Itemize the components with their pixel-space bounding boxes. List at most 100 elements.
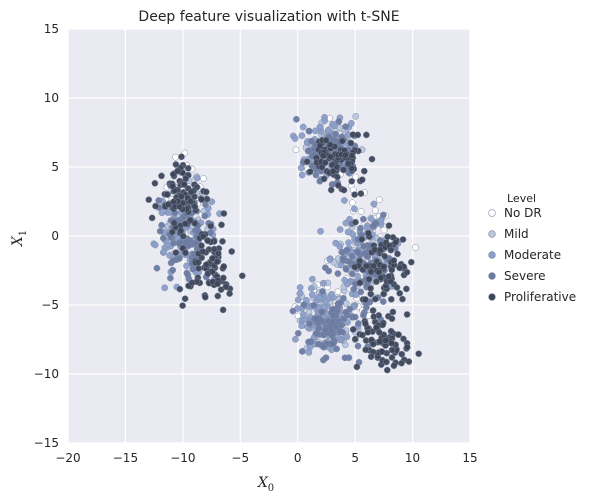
data-point: [348, 177, 356, 185]
data-point: [363, 252, 371, 259]
data-point: [313, 330, 320, 337]
data-point: [330, 122, 338, 130]
data-point: [210, 245, 218, 253]
chart-title: Deep feature visualization with t-SNE: [138, 9, 399, 25]
data-point: [319, 152, 327, 160]
data-point: [321, 117, 329, 125]
y-tick-label: −5: [41, 298, 59, 312]
data-point: [332, 239, 340, 247]
x-tick-labels: −20 −15 −10 −5 0 5 10 15: [55, 451, 477, 465]
legend-label: No DR: [504, 206, 542, 220]
data-point: [368, 155, 376, 163]
legend-title: Level: [507, 192, 536, 205]
data-point: [351, 263, 359, 271]
data-point: [352, 218, 359, 226]
data-point: [169, 257, 177, 265]
data-point: [207, 222, 215, 230]
data-point: [320, 279, 327, 287]
data-point: [352, 113, 360, 120]
data-point: [342, 265, 350, 273]
data-point: [328, 327, 335, 335]
data-point: [367, 215, 375, 223]
data-point: [318, 308, 326, 316]
data-point: [316, 142, 324, 150]
data-point: [369, 222, 377, 230]
data-point: [215, 250, 222, 257]
data-point: [365, 275, 373, 283]
data-point: [199, 233, 207, 240]
data-point: [329, 340, 336, 348]
data-point: [348, 270, 356, 278]
data-point: [341, 354, 349, 362]
data-point: [337, 299, 344, 306]
data-point: [376, 338, 384, 345]
data-point: [357, 224, 364, 232]
data-point: [322, 297, 329, 305]
data-point: [342, 151, 349, 159]
data-point: [299, 311, 307, 318]
legend-marker: [488, 230, 496, 238]
data-point: [371, 295, 379, 303]
data-point: [357, 190, 365, 197]
data-point: [348, 152, 356, 159]
data-point: [334, 173, 341, 181]
data-point: [312, 171, 320, 179]
legend-marker: [488, 251, 496, 259]
data-point: [351, 205, 358, 213]
data-point: [172, 161, 180, 168]
data-point: [181, 295, 189, 303]
data-point: [351, 313, 359, 321]
data-point: [191, 220, 199, 227]
data-point: [384, 233, 391, 241]
data-point: [222, 283, 230, 291]
data-point: [292, 335, 299, 343]
data-point: [158, 172, 165, 180]
data-point: [326, 141, 334, 149]
data-point: [336, 328, 343, 336]
x-axis-label-base: X: [257, 475, 269, 491]
x-tick-label: 0: [294, 451, 302, 465]
data-point: [387, 295, 395, 303]
data-point: [355, 320, 362, 327]
data-point: [343, 333, 351, 341]
y-tick-label: 5: [51, 160, 59, 174]
data-point: [342, 123, 349, 130]
data-point: [357, 288, 365, 296]
data-point: [305, 147, 313, 154]
data-point: [201, 293, 209, 301]
data-point: [377, 274, 385, 282]
data-point: [226, 290, 233, 297]
data-point: [344, 160, 352, 168]
data-point: [369, 307, 377, 314]
data-point: [364, 328, 372, 336]
data-point: [349, 199, 356, 207]
data-point: [395, 331, 402, 339]
data-point: [169, 266, 177, 274]
data-point: [332, 130, 339, 138]
data-point: [187, 197, 194, 205]
data-point: [182, 249, 189, 257]
data-point: [360, 311, 367, 319]
data-point: [312, 315, 320, 323]
data-point: [335, 118, 343, 125]
legend-label: Proliferative: [504, 290, 576, 304]
data-point: [383, 358, 390, 366]
data-point: [389, 308, 397, 316]
data-point: [318, 163, 326, 171]
data-point: [334, 288, 342, 296]
data-point: [172, 153, 179, 161]
y-axis-label-sub: 1: [18, 230, 29, 236]
data-point: [289, 307, 297, 315]
data-point: [186, 216, 194, 224]
data-point: [359, 331, 366, 339]
data-point: [306, 320, 313, 328]
grid: [67, 28, 471, 444]
data-point: [191, 203, 199, 211]
data-point: [176, 255, 183, 262]
data-point: [293, 115, 300, 123]
data-point: [170, 239, 177, 247]
data-point: [310, 302, 318, 309]
data-point: [341, 197, 348, 204]
data-point: [356, 279, 364, 287]
scatter-points: [145, 113, 423, 374]
